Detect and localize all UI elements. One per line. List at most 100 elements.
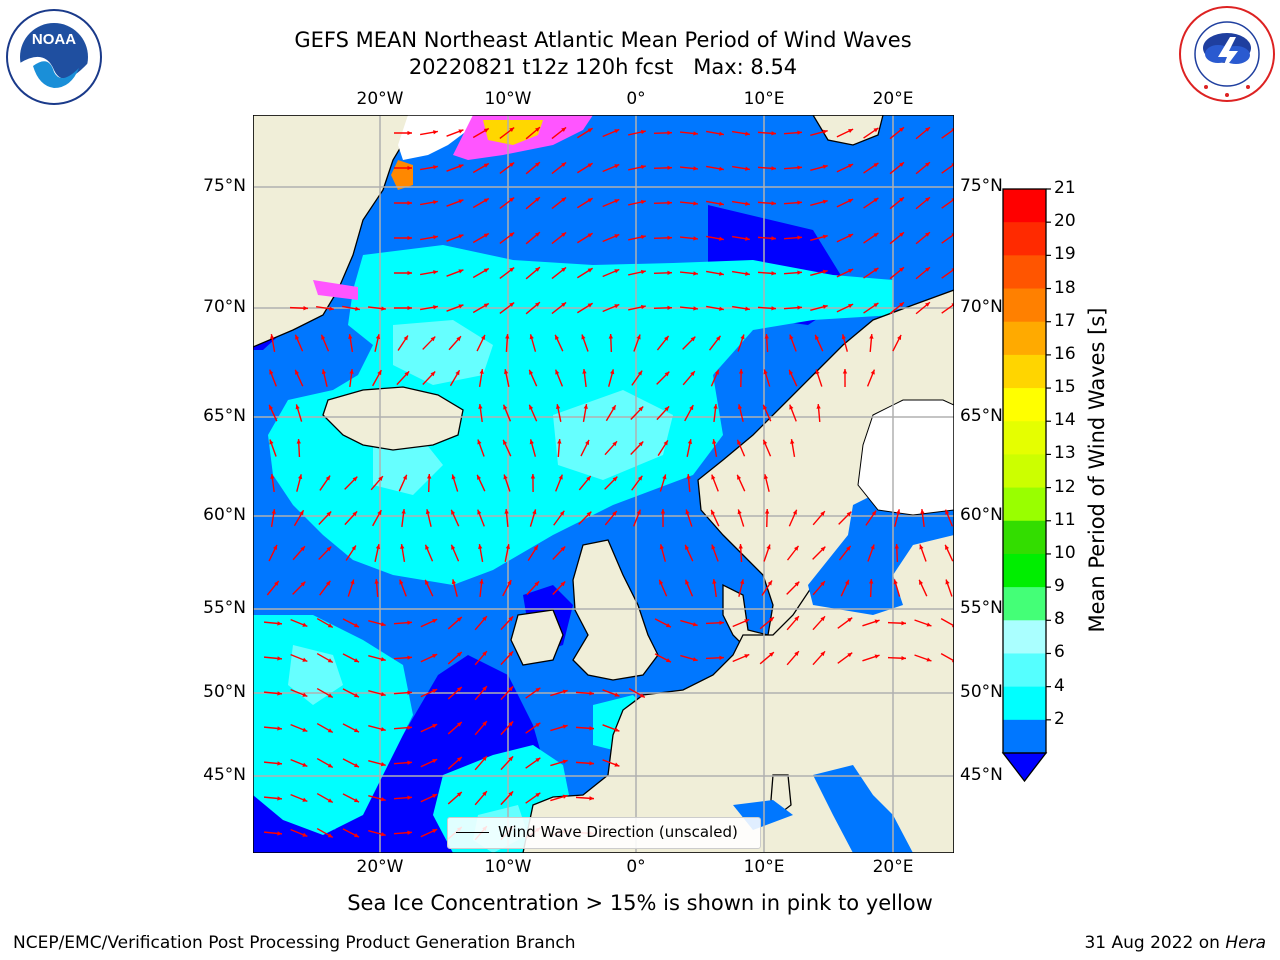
direction-arrow	[762, 404, 772, 422]
direction-arrow	[318, 546, 332, 560]
direction-arrow	[887, 656, 907, 661]
direction-arrow	[575, 726, 595, 731]
direction-arrow	[706, 235, 724, 241]
direction-arrow	[344, 476, 358, 490]
direction-arrow	[551, 231, 567, 245]
direction-arrow	[525, 792, 541, 804]
direction-arrow	[810, 199, 828, 207]
direction-arrow	[736, 474, 746, 492]
direction-arrow	[474, 650, 488, 666]
direction-arrow	[290, 829, 308, 837]
direction-arrow	[684, 579, 694, 597]
lon-tick-top: 10°W	[484, 89, 532, 109]
direction-arrow	[393, 760, 413, 765]
direction-arrow	[706, 165, 724, 171]
direction-arrow	[393, 165, 413, 171]
direction-arrow	[502, 404, 512, 422]
direction-arrow	[479, 578, 484, 598]
direction-arrow	[472, 197, 490, 209]
direction-arrow	[290, 654, 308, 662]
direction-arrow	[919, 544, 927, 562]
direction-arrow	[836, 268, 854, 278]
direction-arrow	[447, 791, 463, 805]
direction-arrow	[633, 334, 641, 352]
direction-arrow	[551, 126, 567, 140]
direction-arrow	[790, 439, 796, 457]
direction-arrow	[679, 271, 699, 276]
direction-arrow	[393, 200, 413, 206]
direction-arrow	[296, 474, 303, 492]
direction-arrow	[474, 615, 488, 631]
direction-arrow	[400, 544, 406, 562]
direction-arrow	[292, 545, 306, 561]
direction-arrow	[576, 162, 594, 174]
direction-arrow	[368, 725, 386, 732]
direction-arrow	[424, 544, 434, 562]
direction-arrow	[757, 131, 777, 136]
nws-logo-icon	[1179, 6, 1275, 102]
direction-arrow	[713, 403, 718, 423]
direction-arrow	[503, 474, 511, 492]
direction-arrow	[345, 545, 357, 561]
direction-arrow	[706, 305, 724, 311]
direction-arrow	[893, 579, 901, 597]
direction-arrow	[889, 231, 905, 245]
direction-arrow	[529, 439, 537, 457]
iceland	[322, 386, 464, 451]
map-title: GEFS MEAN Northeast Atlantic Mean Period…	[294, 28, 912, 52]
direction-arrow	[812, 546, 826, 560]
lat-tick-right: 65°N	[960, 406, 1003, 426]
direction-arrow	[342, 723, 360, 733]
direction-arrow	[863, 127, 879, 139]
direction-arrow	[653, 130, 673, 136]
colorbar-band	[1003, 288, 1046, 323]
direction-arrow	[263, 796, 283, 801]
direction-arrow	[478, 368, 484, 388]
direction-arrow	[263, 831, 283, 836]
direction-arrow	[557, 438, 562, 458]
direction-arrow	[575, 691, 595, 696]
lat-tick-left: 65°N	[203, 406, 246, 426]
direction-arrow	[396, 370, 410, 386]
direction-arrow	[576, 127, 594, 139]
direction-arrow	[757, 271, 777, 276]
direction-arrow	[602, 198, 620, 208]
direction-arrow	[786, 615, 800, 631]
colorbar-band	[1003, 520, 1046, 555]
direction-arrow	[604, 440, 618, 456]
direction-arrow	[370, 475, 384, 491]
direction-arrow	[263, 726, 283, 731]
direction-arrow	[575, 796, 595, 801]
direction-arrow	[732, 130, 750, 136]
direction-arrow	[526, 580, 540, 596]
direction-arrow	[289, 306, 309, 311]
direction-arrow	[397, 335, 409, 351]
direction-arrow	[342, 828, 360, 838]
direction-arrow	[863, 197, 879, 209]
direction-arrow	[915, 196, 931, 210]
direction-arrow	[788, 509, 798, 527]
direction-arrow	[502, 579, 512, 597]
direction-arrow	[732, 200, 750, 206]
direction-arrow	[869, 578, 874, 598]
direction-arrow	[422, 370, 436, 386]
direction-arrow	[679, 201, 699, 206]
direction-arrow	[446, 234, 464, 242]
direction-arrow	[786, 581, 800, 595]
direction-arrow	[420, 618, 438, 628]
direction-arrow	[319, 580, 331, 596]
direction-arrow	[393, 130, 413, 136]
direction-arrow	[732, 235, 750, 241]
direction-arrow	[393, 795, 413, 800]
direction-arrow	[450, 509, 460, 527]
direction-arrow	[420, 723, 438, 733]
direction-arrow	[945, 579, 953, 597]
direction-arrow	[476, 334, 486, 352]
direction-arrow	[316, 652, 334, 664]
direction-arrow	[478, 403, 483, 423]
direction-arrow	[656, 371, 670, 385]
direction-arrow	[263, 621, 283, 626]
direction-arrow	[551, 301, 567, 315]
direction-arrow	[710, 509, 720, 527]
direction-arrow	[420, 305, 438, 311]
